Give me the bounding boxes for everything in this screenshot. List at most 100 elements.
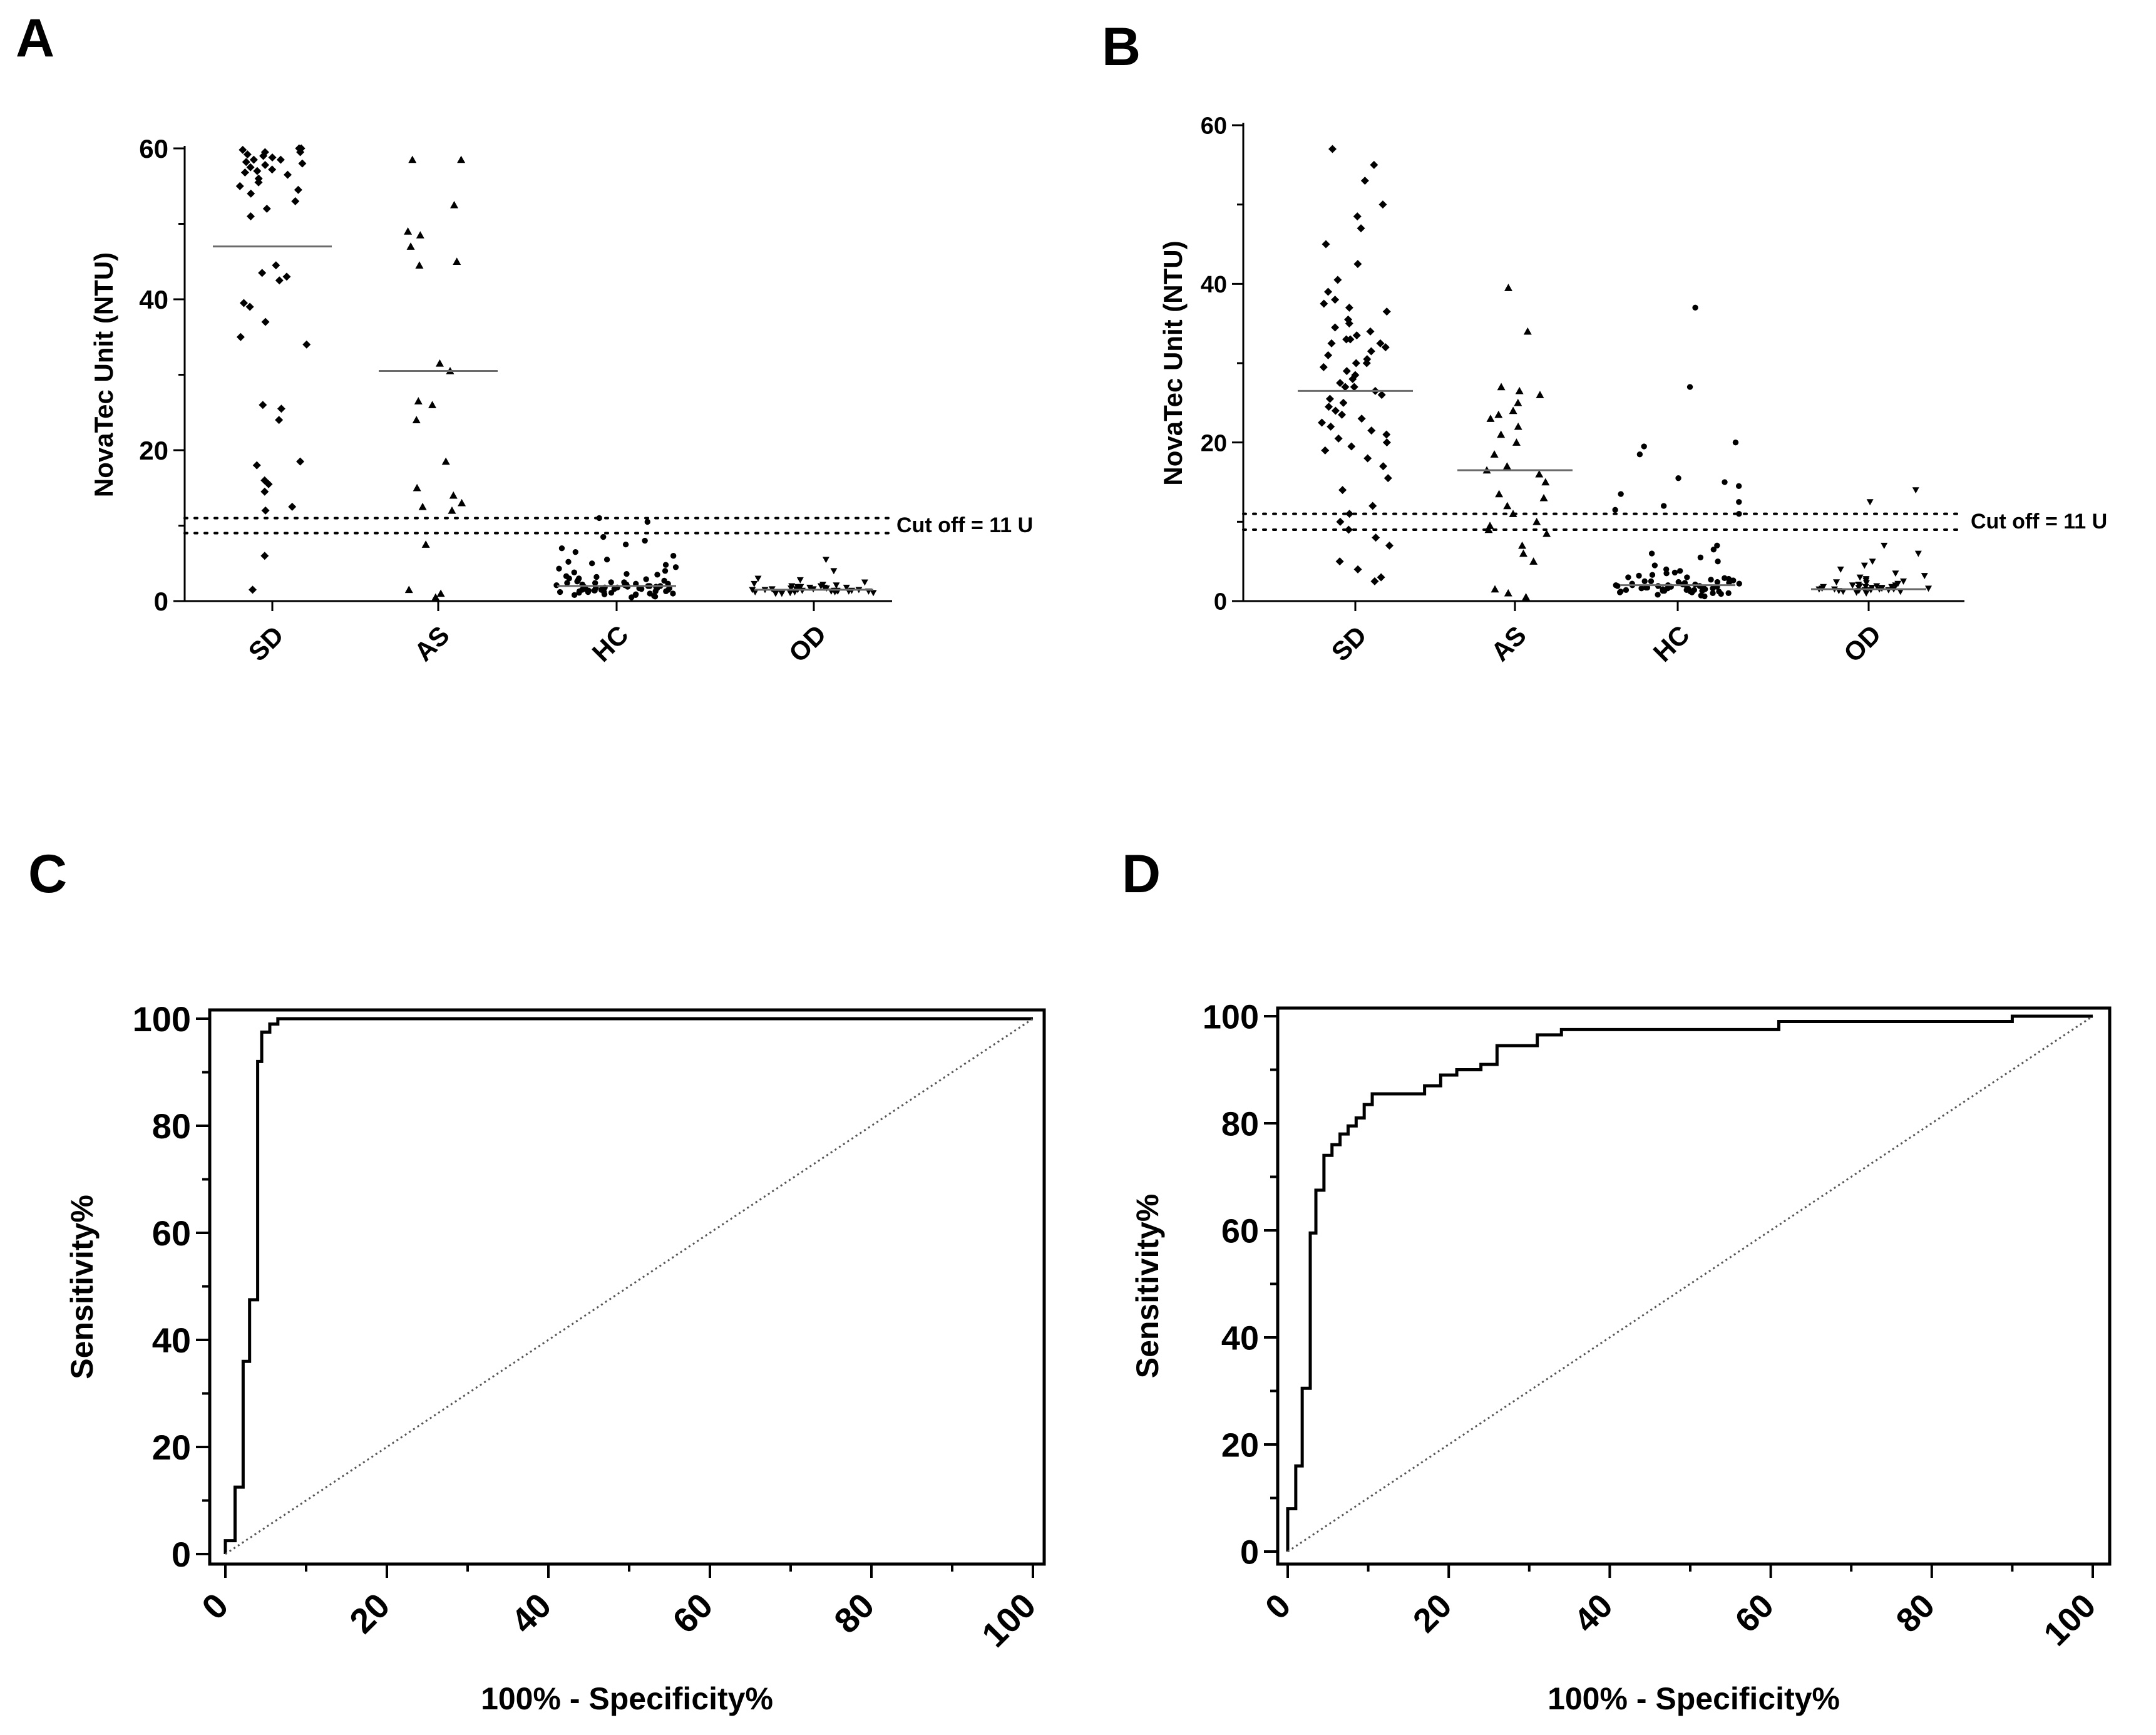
data-point-hc xyxy=(1710,590,1716,597)
data-point-od xyxy=(1862,590,1870,597)
data-point-hc xyxy=(1675,579,1681,585)
data-point-od xyxy=(1921,573,1928,579)
data-point-as xyxy=(404,227,413,235)
data-point-sd xyxy=(254,178,263,187)
data-point-sd xyxy=(302,340,311,349)
data-point-sd xyxy=(1366,327,1375,336)
data-point-as xyxy=(1514,398,1522,406)
data-point-hc xyxy=(1699,587,1705,594)
data-point-hc xyxy=(588,560,595,567)
x-axis-title: 100% - Specificity% xyxy=(1548,1681,1840,1716)
data-point-sd xyxy=(249,585,257,594)
data-point-sd xyxy=(1378,462,1387,471)
data-point-as xyxy=(1484,525,1493,533)
data-point-as xyxy=(1486,522,1494,529)
y-tick-label: 0 xyxy=(1214,589,1227,615)
data-point-od xyxy=(1873,583,1881,590)
x-tick-label: 80 xyxy=(826,1585,882,1641)
y-axis-title: NovaTec Unit (NTU) xyxy=(89,252,118,497)
cutoff-label: Cut off = 11 U xyxy=(1971,510,2107,533)
data-point-od xyxy=(1912,487,1919,494)
data-point-hc xyxy=(1649,572,1656,578)
data-point-sd xyxy=(1357,414,1366,423)
panel-c: C 0 20 40 60 80 100 0 20 40 60 80 100 Sensitivity% 100… xyxy=(28,844,1046,1716)
data-point-sd xyxy=(1338,410,1347,419)
data-point-hc xyxy=(1641,578,1648,585)
data-point-od xyxy=(754,575,762,582)
data-point-hc xyxy=(571,592,578,599)
data-point-sd xyxy=(239,299,248,307)
data-point-hc xyxy=(1676,568,1683,574)
data-point-hc xyxy=(608,590,615,596)
data-point-sd xyxy=(1383,474,1392,483)
data-point-as xyxy=(449,491,458,499)
data-point-sd xyxy=(259,401,267,409)
data-point-sd xyxy=(1327,422,1335,431)
data-point-as xyxy=(1509,406,1517,414)
y-tick-label: 40 xyxy=(1221,1319,1259,1357)
data-point-hc xyxy=(1638,585,1645,592)
data-point-hc xyxy=(1686,384,1693,390)
x-tick-label: 20 xyxy=(1406,1587,1459,1640)
data-point-hc xyxy=(1655,592,1661,598)
data-point-hc xyxy=(1710,585,1716,592)
x-tick-label: 80 xyxy=(1889,1587,1942,1640)
data-point-od xyxy=(772,590,779,597)
category-label-sd: SD xyxy=(1325,620,1372,667)
data-point-sd xyxy=(1344,525,1353,534)
data-point-od xyxy=(778,590,786,597)
data-point-as xyxy=(431,593,440,601)
y-tick-label: 40 xyxy=(152,1321,191,1360)
data-point-od xyxy=(822,557,829,564)
data-point-sd xyxy=(253,167,262,175)
data-point-as xyxy=(1504,284,1512,291)
data-point-hc xyxy=(1714,542,1720,549)
data-point-od xyxy=(751,589,759,596)
data-point-as xyxy=(1529,557,1538,565)
y-tick-label: 20 xyxy=(1201,430,1227,456)
data-point-as xyxy=(458,498,466,507)
data-point-hc xyxy=(1736,580,1742,587)
data-point-od xyxy=(1861,562,1868,569)
data-point-sd xyxy=(288,502,297,511)
data-point-sd xyxy=(1321,446,1330,455)
data-point-hc xyxy=(670,590,676,597)
y-tick-label: 60 xyxy=(1221,1212,1259,1250)
data-point-sd xyxy=(260,552,269,560)
data-point-sd xyxy=(1320,299,1328,308)
data-point-sd xyxy=(1363,454,1372,463)
x-tick-label: 60 xyxy=(1728,1587,1781,1640)
data-point-hc xyxy=(565,559,572,565)
category-label-hc: HC xyxy=(587,620,634,667)
data-point-sd xyxy=(1324,351,1333,359)
panel-letter: D xyxy=(1122,844,1161,904)
data-point-sd xyxy=(1334,434,1343,443)
data-point-od xyxy=(1885,587,1892,594)
data-point-as xyxy=(457,155,466,163)
data-point-as xyxy=(1504,589,1512,597)
data-point-hc xyxy=(1722,479,1728,485)
data-point-sd xyxy=(276,155,285,164)
x-tick-label: 60 xyxy=(665,1585,721,1641)
data-point-sd xyxy=(268,165,277,174)
data-point-hc xyxy=(1671,569,1678,576)
data-point-as xyxy=(1523,327,1532,335)
panel-letter: B xyxy=(1102,17,1141,77)
data-point-sd xyxy=(1378,200,1387,209)
x-axis-title: 100% - Specificity% xyxy=(481,1681,773,1716)
data-point-sd xyxy=(246,163,255,172)
data-point-od xyxy=(1856,574,1864,581)
data-point-as xyxy=(418,502,427,510)
data-point-sd xyxy=(1367,347,1375,356)
data-point-as xyxy=(404,585,413,594)
data-point-as xyxy=(428,401,437,408)
data-point-sd xyxy=(242,158,250,167)
data-point-sd xyxy=(1341,383,1350,391)
data-point-as xyxy=(415,261,424,269)
data-point-sd xyxy=(1376,339,1385,348)
data-point-sd xyxy=(1385,541,1394,550)
data-point-sd xyxy=(240,168,249,177)
data-point-sd xyxy=(1336,517,1345,526)
data-point-od xyxy=(1862,584,1869,590)
